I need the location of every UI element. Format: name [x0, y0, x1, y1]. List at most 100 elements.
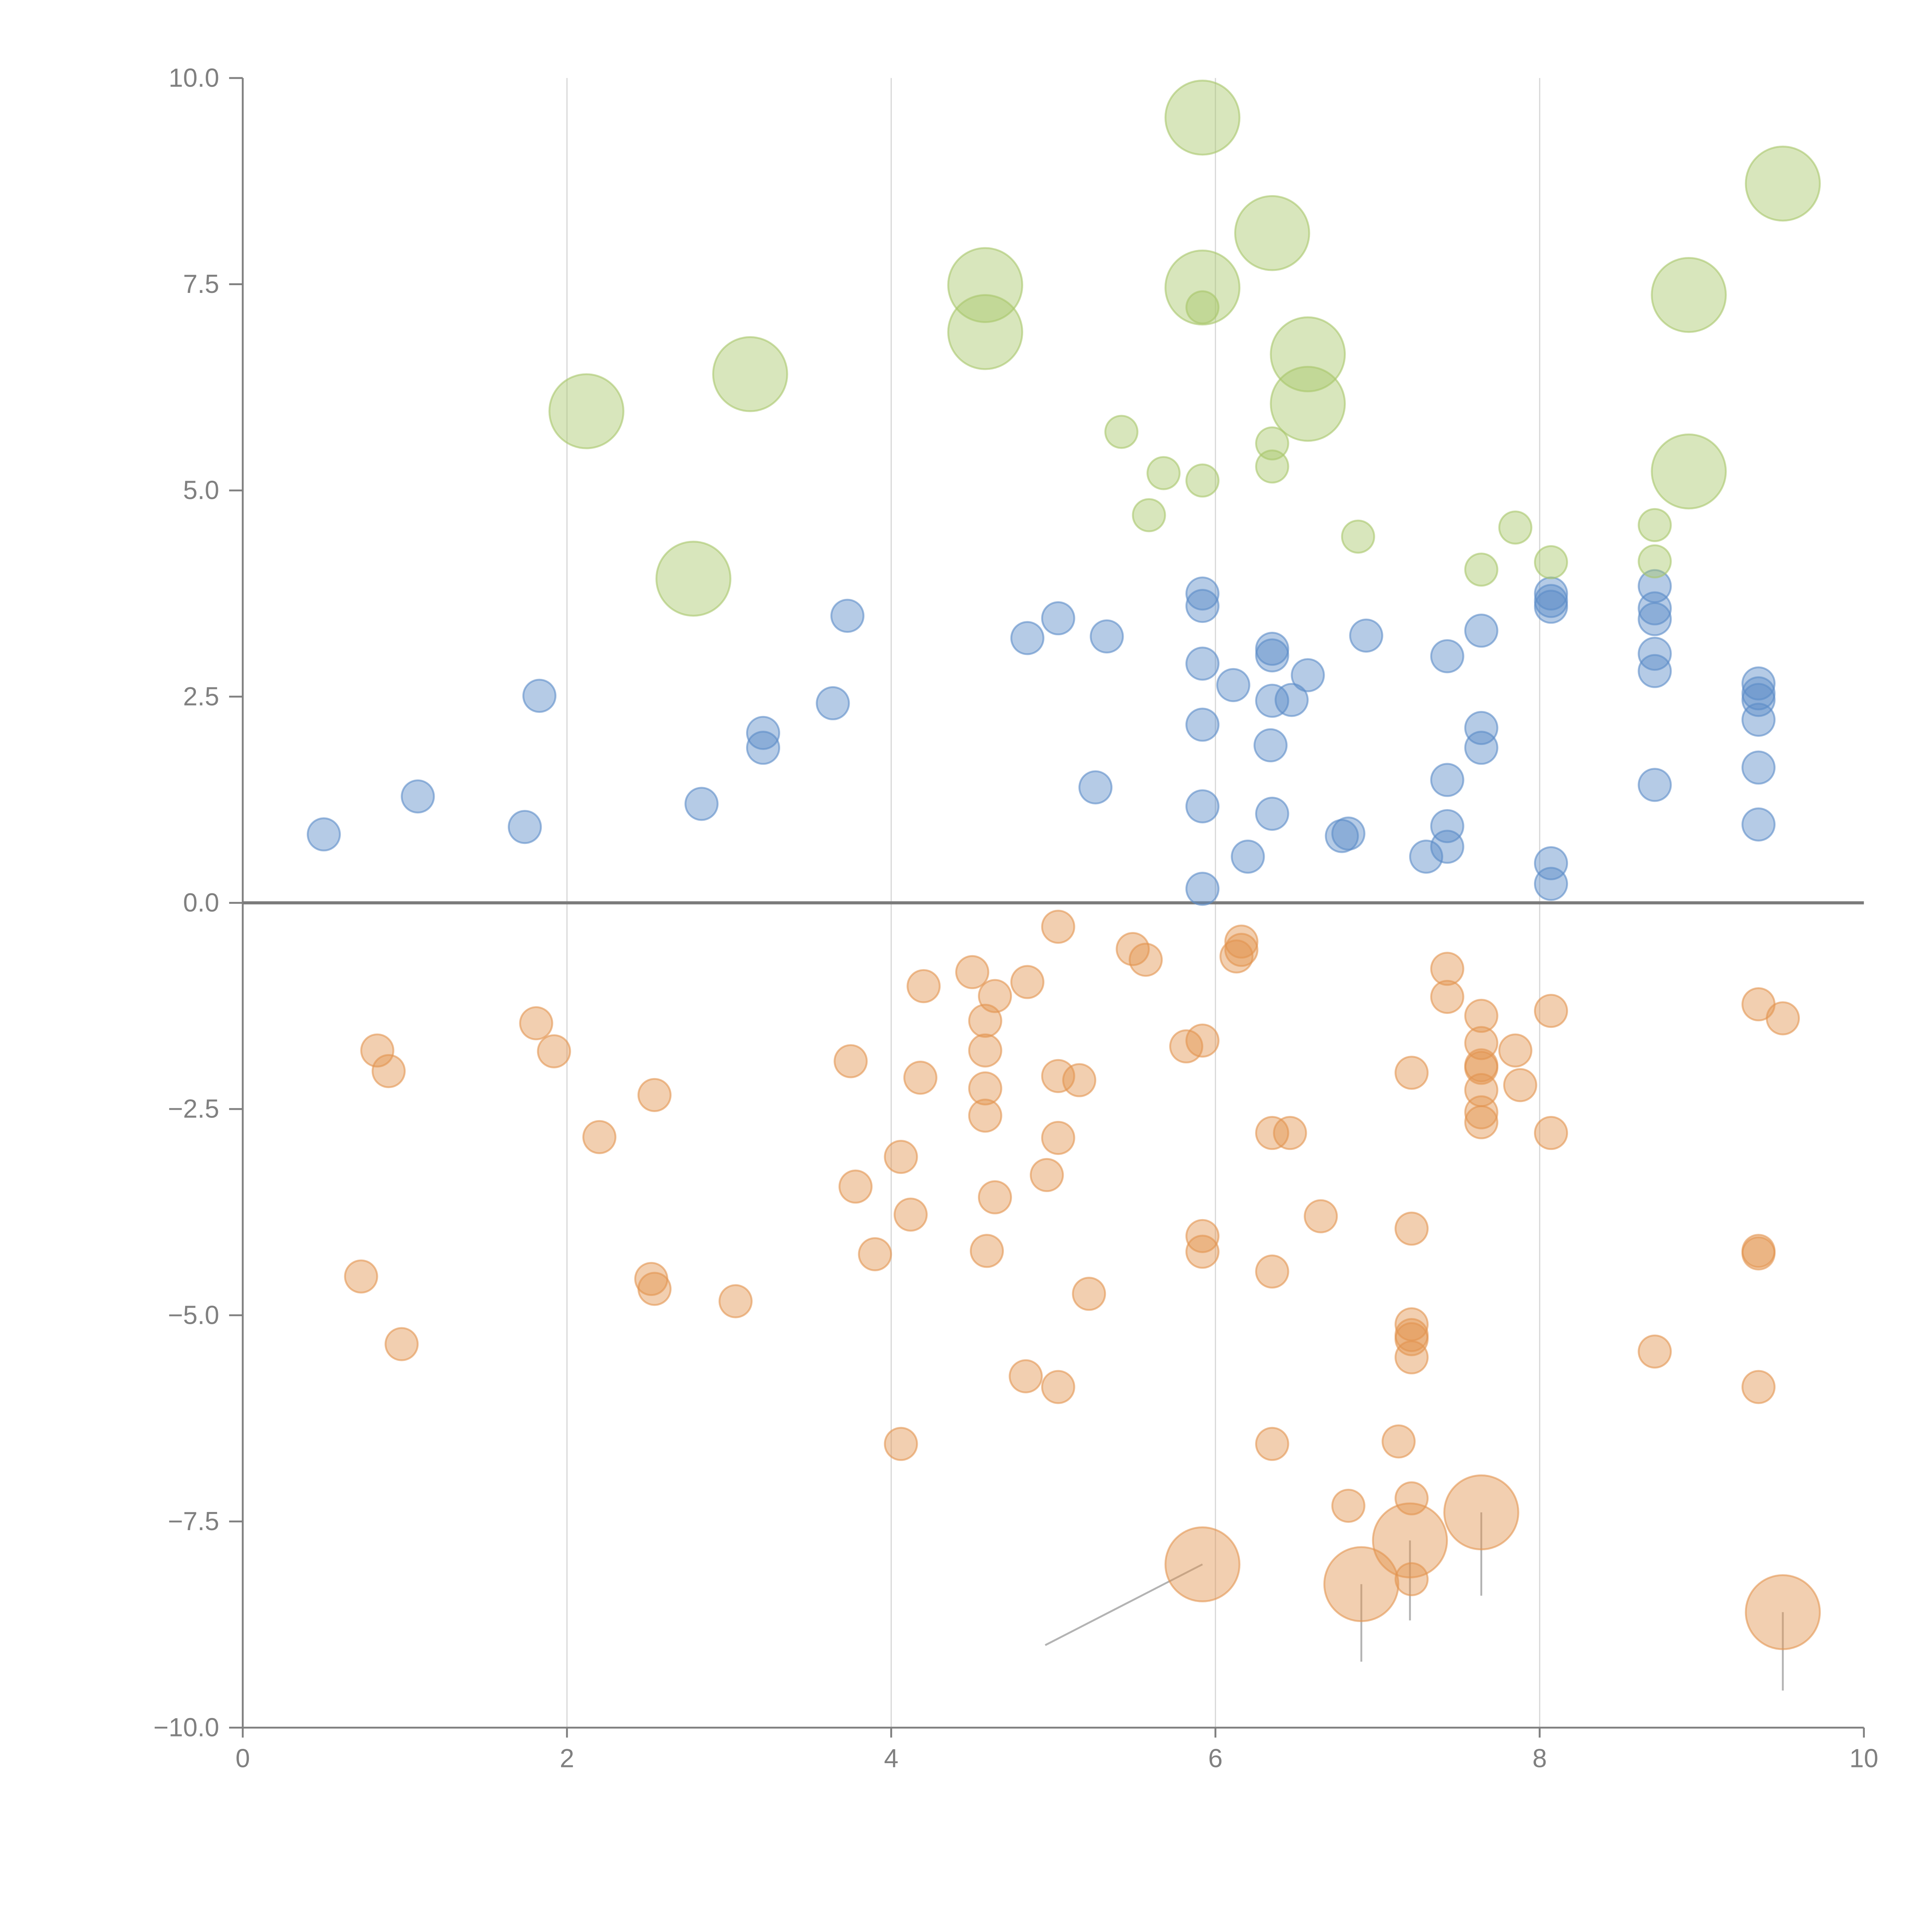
- data-point: [1395, 1481, 1429, 1515]
- data-point: [360, 1033, 395, 1068]
- data-point: [1041, 601, 1075, 636]
- x-tick-label: 4: [884, 1744, 898, 1773]
- data-point: [1078, 770, 1113, 804]
- data-point: [1638, 508, 1672, 542]
- data-point: [1255, 796, 1289, 831]
- data-points: [306, 80, 1821, 1650]
- data-point: [1185, 589, 1220, 623]
- data-point: [548, 373, 624, 449]
- data-point: [1219, 939, 1254, 974]
- data-point: [1255, 449, 1289, 484]
- data-point: [1185, 789, 1220, 823]
- data-point: [1273, 1116, 1307, 1150]
- data-point: [746, 731, 781, 765]
- data-point: [1638, 1334, 1672, 1369]
- data-point: [1185, 1235, 1220, 1269]
- y-tick-label: −2.5: [168, 1095, 219, 1124]
- x-tick-label: 6: [1208, 1744, 1223, 1773]
- data-point: [1534, 545, 1568, 580]
- data-point: [655, 541, 731, 617]
- data-point: [1185, 707, 1220, 742]
- data-point: [1765, 1001, 1800, 1036]
- data-point: [1185, 463, 1220, 498]
- data-point: [1255, 426, 1289, 461]
- data-point: [718, 1284, 753, 1318]
- data-point: [838, 1169, 873, 1204]
- data-point: [1349, 618, 1383, 653]
- data-point: [1255, 638, 1289, 673]
- data-point: [830, 599, 865, 633]
- data-point: [508, 810, 542, 844]
- data-point: [978, 1180, 1012, 1214]
- data-point: [968, 1003, 1002, 1038]
- data-point: [816, 686, 850, 721]
- data-point: [1041, 910, 1075, 944]
- data-point: [1291, 658, 1325, 692]
- data-point: [1638, 768, 1672, 802]
- data-point: [1651, 433, 1727, 510]
- data-point: [1185, 1023, 1220, 1058]
- data-point: [1331, 1488, 1366, 1523]
- data-point: [637, 1078, 672, 1112]
- data-point: [947, 247, 1023, 323]
- data-point: [1534, 846, 1568, 881]
- data-point: [306, 817, 341, 852]
- data-point: [1464, 614, 1498, 648]
- y-tick-label: 0.0: [183, 888, 219, 917]
- data-point: [1104, 415, 1139, 449]
- data-point: [906, 969, 941, 1003]
- data-point: [1331, 816, 1366, 851]
- series-green: [548, 80, 1821, 617]
- data-point: [712, 336, 788, 412]
- data-point: [955, 955, 990, 989]
- data-point: [684, 787, 719, 821]
- leader-lines: [1044, 1512, 1784, 1691]
- data-point: [1498, 510, 1532, 545]
- axes: [242, 78, 1864, 1729]
- data-point: [1231, 839, 1265, 874]
- data-point: [1741, 750, 1776, 785]
- data-point: [1745, 1574, 1821, 1650]
- series-blue: [306, 569, 1776, 906]
- data-point: [1741, 1236, 1776, 1270]
- data-point: [384, 1327, 419, 1361]
- data-point: [1443, 1474, 1519, 1551]
- y-tick-label: 2.5: [183, 682, 219, 711]
- data-point: [1464, 731, 1498, 765]
- data-point: [1304, 1199, 1338, 1233]
- data-point: [1164, 80, 1241, 156]
- data-point: [1010, 621, 1044, 655]
- data-point: [1255, 1116, 1289, 1150]
- data-point: [1164, 249, 1241, 326]
- y-tick-label: 7.5: [183, 270, 219, 299]
- data-point: [1741, 1370, 1776, 1404]
- data-point: [969, 1234, 1004, 1268]
- data-point: [1534, 994, 1568, 1028]
- data-point: [1041, 1370, 1075, 1404]
- y-tick-label: −7.5: [168, 1507, 219, 1536]
- data-point: [947, 294, 1023, 370]
- y-tick-label: 5.0: [183, 476, 219, 505]
- data-point: [1741, 683, 1776, 717]
- data-point: [893, 1197, 928, 1232]
- data-point: [1430, 809, 1464, 844]
- data-point: [1651, 257, 1727, 333]
- data-point: [1638, 602, 1672, 636]
- data-point: [401, 779, 435, 814]
- data-point: [1216, 668, 1250, 702]
- data-point: [1430, 980, 1464, 1014]
- data-point: [1274, 683, 1309, 717]
- data-point: [1164, 1526, 1241, 1602]
- data-point: [746, 716, 781, 750]
- data-point: [1255, 684, 1289, 718]
- data-point: [1185, 290, 1220, 325]
- x-tick-label: 0: [235, 1744, 250, 1773]
- x-tick-label: 2: [560, 1744, 574, 1773]
- data-point: [1185, 576, 1220, 611]
- data-point: [1430, 639, 1464, 673]
- data-point: [1498, 1033, 1532, 1068]
- data-point: [1270, 366, 1346, 442]
- data-point: [1381, 1424, 1416, 1459]
- data-point: [968, 1071, 1002, 1105]
- data-point: [1255, 1254, 1289, 1289]
